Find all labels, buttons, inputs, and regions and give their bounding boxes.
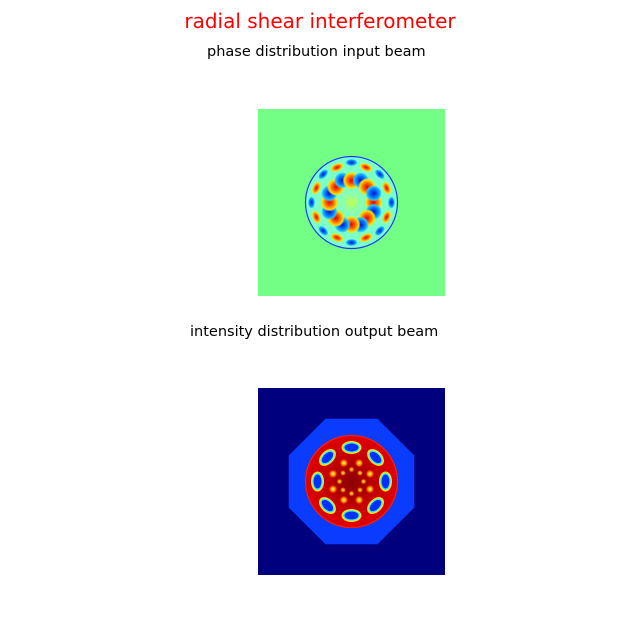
intensity-dark-lobe (321, 451, 334, 464)
intensity-dark-lobe (344, 511, 359, 520)
phase-distribution-image (258, 109, 445, 296)
phase-distribution-svg (258, 109, 445, 296)
phase-rim-blue-lobe (374, 169, 385, 180)
intensity-aperture-edge (304, 434, 399, 529)
phase-panel-title: phase distribution input beam (207, 44, 426, 60)
intensity-inner-spot (336, 478, 343, 485)
phase-rim-lobe (382, 210, 392, 224)
phase-rim-blue-lobe (388, 196, 395, 209)
intensity-inner-spot (340, 486, 347, 493)
intensity-inner-spot (340, 470, 347, 477)
intensity-hot-spot (354, 458, 364, 468)
phase-rim-lobe (359, 233, 373, 243)
phase-rim-lobe (382, 181, 392, 195)
intensity-distribution-svg (258, 388, 445, 575)
phase-aperture (305, 156, 398, 249)
intensity-inner-spot (348, 466, 355, 473)
intensity-distribution-image (258, 388, 445, 575)
intensity-dark-lobe (381, 474, 390, 489)
phase-rim-blue-lobe (374, 225, 385, 236)
figure-title: radial shear interferometer (184, 9, 456, 33)
intensity-dark-lobe (369, 499, 382, 512)
intensity-panel-title: intensity distribution output beam (190, 324, 439, 340)
intensity-hot-spot (339, 458, 349, 468)
intensity-inner-spot (356, 486, 363, 493)
intensity-inner-spot (356, 470, 363, 477)
intensity-hot-spot (328, 484, 338, 494)
phase-rim-lobe (330, 162, 344, 172)
phase-blue-lobe (365, 185, 382, 202)
intensity-aperture (305, 435, 398, 528)
intensity-hot-spot (328, 469, 338, 479)
phase-rim-blue-lobe (345, 159, 358, 166)
intensity-hot-spot (354, 495, 364, 505)
intensity-dark-lobe (369, 451, 382, 464)
intensity-hot-spot (365, 484, 375, 494)
phase-rim-blue-lobe (318, 169, 329, 180)
intensity-hot-spot (365, 469, 375, 479)
phase-aperture-edge (304, 155, 399, 250)
intensity-hot-spot (339, 495, 349, 505)
phase-rim-lobe (311, 210, 321, 224)
intensity-inner-spot (360, 478, 367, 485)
phase-rim-lobe (359, 162, 373, 172)
phase-rim-lobe (311, 181, 321, 195)
phase-rim-blue-lobe (308, 196, 315, 209)
phase-rim-lobe (330, 233, 344, 243)
intensity-dark-lobe (321, 499, 334, 512)
intensity-inner-spot (348, 490, 355, 497)
phase-rim-blue-lobe (318, 225, 329, 236)
intensity-dark-lobe (313, 474, 322, 489)
phase-rim-blue-lobe (345, 239, 358, 246)
intensity-dark-lobe (344, 443, 359, 452)
